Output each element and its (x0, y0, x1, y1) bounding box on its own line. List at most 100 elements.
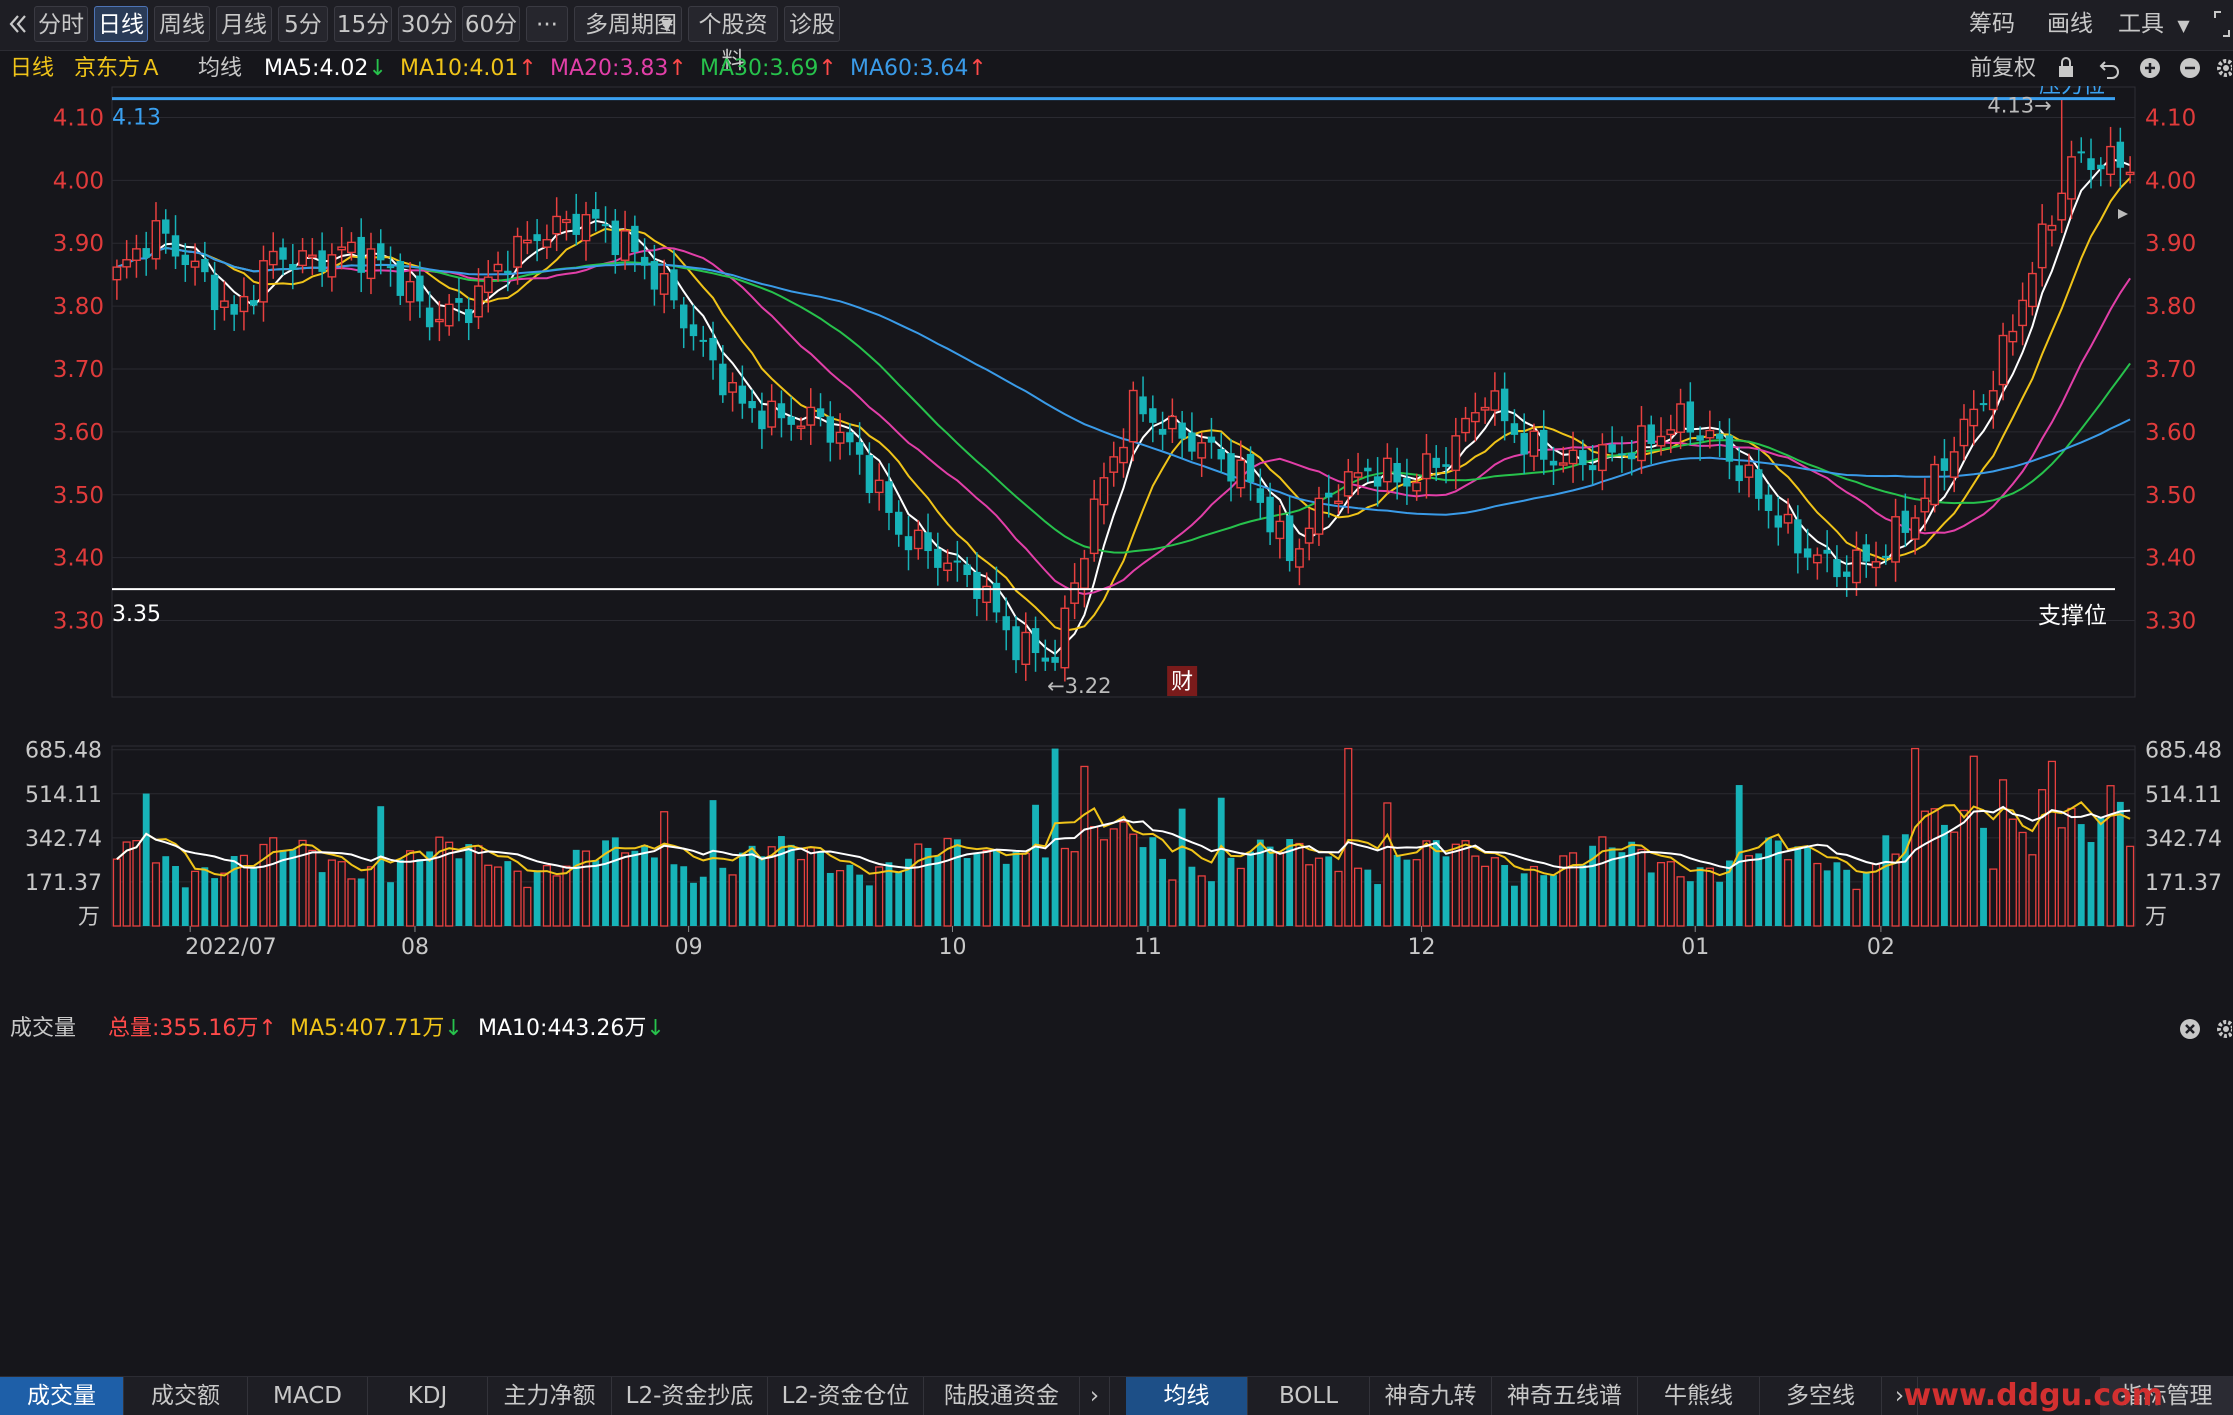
tab-macd[interactable]: MACD (248, 1377, 368, 1415)
tab-5min[interactable]: 5分 (278, 6, 328, 42)
indicator-tabs-bar: 成交量 成交额 MACD KDJ 主力净额 L2-资金抄底 L2-资金仓位 陆股… (0, 1376, 2233, 1415)
volume-bar-up (1070, 851, 1079, 927)
volume-bar-up (1998, 779, 2008, 927)
volume-bar-down (1227, 857, 1235, 926)
undo-icon[interactable] (2098, 56, 2122, 91)
volume-bar-up (542, 865, 551, 927)
volume-bar-down (1002, 863, 1010, 926)
tab-magic-five[interactable]: 神奇五线谱 (1492, 1377, 1638, 1415)
tools-dropdown[interactable]: 工具 ▼ (2118, 6, 2208, 42)
volume-bar-down (846, 864, 854, 926)
volume-bar-up (728, 874, 737, 927)
indicator-manage-button[interactable]: 指标管理 (2100, 1377, 2233, 1415)
volume-bar-up (767, 846, 776, 927)
volume-bar-up (1344, 747, 1353, 927)
kline-chart[interactable]: 4.10 4.10 4.00 4.00 3.90 3.90 3.80 3.80 3.70 3.70… (0, 74, 2233, 1001)
volume-bar-up (435, 836, 444, 927)
tab-kdj[interactable]: KDJ (368, 1377, 488, 1415)
volume-bar-down (250, 866, 258, 926)
candle-up (1119, 446, 1128, 464)
volume-bar-up (1559, 855, 1568, 927)
volume-bar-up (1852, 888, 1861, 927)
volume-bar-down (1432, 840, 1440, 926)
volume-bar-down (680, 866, 688, 926)
candle-down (1520, 433, 1528, 455)
volume-bar-up (1109, 828, 1118, 927)
tab-boll[interactable]: BOLL (1248, 1377, 1370, 1415)
ma-label[interactable]: 均线 (198, 56, 243, 81)
zoom-in-icon[interactable] (2138, 56, 2162, 91)
tab-30min[interactable]: 30分 (398, 6, 456, 42)
diagnose-button[interactable]: 诊股 (784, 6, 840, 42)
candle-up (1988, 390, 1998, 411)
fullscreen-icon[interactable] (2212, 6, 2232, 42)
volume-bar-down (709, 800, 717, 926)
tab-weekly[interactable]: 周线 (154, 6, 210, 42)
volume-bar-up (914, 843, 923, 927)
volume-bar-down (1217, 797, 1225, 926)
volume-bar-down (1774, 840, 1782, 926)
chips-button[interactable]: 筹码 (1969, 11, 2015, 37)
candle-up (2008, 330, 2018, 343)
tab-bull-bear[interactable]: 牛熊线 (1638, 1377, 1760, 1415)
tab-daily[interactable]: 日线 (94, 6, 148, 42)
volume-bar-up (523, 886, 532, 927)
volume-bar-up (660, 811, 669, 927)
draw-line-button[interactable]: 画线 (2047, 11, 2093, 37)
price-tick-right: 4.00 (2145, 168, 2196, 194)
ma10-line (116, 177, 2131, 632)
tab-l2-bottom-fishing[interactable]: L2-资金抄底 (612, 1377, 768, 1415)
candle-down (416, 275, 424, 302)
chevron-right-icon[interactable]: › (1882, 1377, 1918, 1415)
volume-total: 总量:355.16万↑ (108, 1016, 277, 1041)
volume-bar-up (806, 847, 815, 927)
tab-ma[interactable]: 均线 (1126, 1377, 1248, 1415)
candle-down (533, 234, 541, 242)
volume-bar-up (943, 837, 952, 927)
volume-bar-down (1726, 860, 1733, 926)
multi-period-dropdown[interactable]: 多周期图 ▼ (574, 6, 682, 42)
restore-right-button[interactable]: 前复权 (1970, 56, 2037, 81)
tab-60min[interactable]: 60分 (462, 6, 520, 42)
tab-15min[interactable]: 15分 (334, 6, 392, 42)
price-panel-frame (111, 86, 2136, 698)
candle-up (1910, 517, 1920, 540)
lock-icon[interactable] (2056, 56, 2076, 91)
more-periods-button[interactable]: ··· (526, 6, 568, 42)
candle-down (816, 408, 825, 418)
candle-up (2106, 145, 2115, 175)
candle-down (1901, 510, 1910, 533)
gear-icon[interactable] (2214, 56, 2233, 91)
candle-up (190, 260, 200, 268)
gear-icon[interactable] (2214, 1017, 2233, 1052)
candle-down (572, 213, 580, 235)
tab-magic-nine[interactable]: 神奇九转 (1370, 1377, 1492, 1415)
tab-volume[interactable]: 成交量 (0, 1377, 124, 1415)
x-label: 10 (938, 935, 966, 960)
zoom-out-icon[interactable] (2178, 56, 2202, 91)
chart-area[interactable]: 4.10 4.10 4.00 4.00 3.90 3.90 3.80 3.80 3.70 3.70… (0, 74, 2233, 1001)
tab-northbound[interactable]: 陆股通资金 (924, 1377, 1080, 1415)
candle-up (1470, 412, 1480, 423)
volume-bar-down (1159, 858, 1167, 926)
tab-intraday[interactable]: 分时 (34, 6, 88, 42)
volume-bar-up (1598, 836, 1607, 927)
tab-main-net[interactable]: 主力净额 (488, 1377, 612, 1415)
tab-l2-position[interactable]: L2-资金仓位 (768, 1377, 924, 1415)
candle-down (1686, 401, 1695, 433)
candle-down (640, 256, 649, 266)
stock-name[interactable]: 京东方Ａ (74, 56, 163, 81)
price-tick-right: 3.90 (2145, 231, 2196, 257)
volume-bar-up (1090, 825, 1099, 927)
close-panel-icon[interactable] (2178, 1017, 2202, 1052)
double-chevron-left-icon[interactable] (4, 6, 32, 42)
tab-long-short[interactable]: 多空线 (1760, 1377, 1882, 1415)
candle-up (1490, 390, 1500, 411)
chevron-right-icon[interactable]: › (1080, 1377, 1110, 1415)
stock-info-button[interactable]: 个股资料 (688, 6, 778, 74)
tab-turnover[interactable]: 成交额 (124, 1377, 248, 1415)
tab-monthly[interactable]: 月线 (216, 6, 272, 42)
volume-bar-down (1941, 824, 1948, 926)
candle-up (1637, 425, 1646, 462)
volume-bar-up (1060, 847, 1069, 927)
